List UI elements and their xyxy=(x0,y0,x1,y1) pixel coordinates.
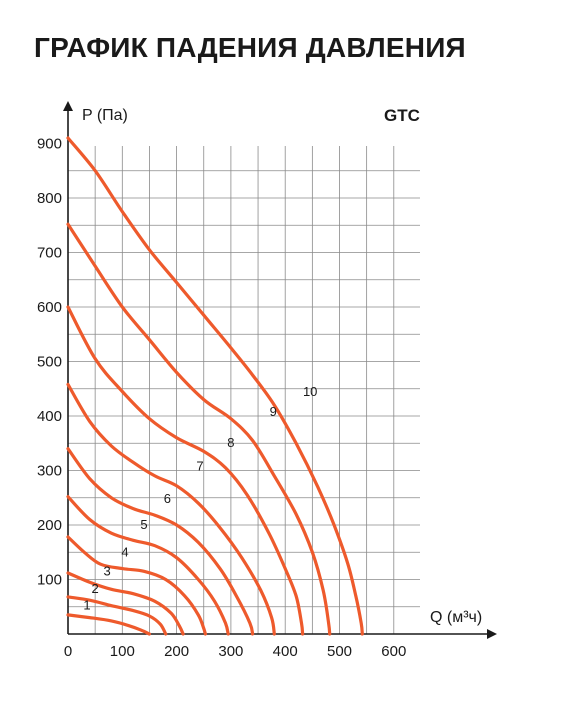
curve-5 xyxy=(66,495,230,636)
y-tick-label: 800 xyxy=(37,190,62,207)
y-tick-label: 600 xyxy=(37,299,62,316)
curve-3 xyxy=(66,571,185,636)
curve-2 xyxy=(66,595,168,636)
y-tick-label: 300 xyxy=(37,463,62,480)
curve-10 xyxy=(66,136,364,636)
curve-label-10: 10 xyxy=(303,384,317,399)
tick-labels: 0 100 200 300 400 500 600 100 200 300 400 500 600 700… xyxy=(37,136,406,661)
y-tick-label: 700 xyxy=(37,245,62,262)
y-axis-label: P (Па) xyxy=(82,107,128,124)
x-axis-label: Q (м³ч) xyxy=(430,609,482,626)
curves xyxy=(66,136,364,636)
model-name: GTC xyxy=(384,106,420,125)
y-tick-label: 100 xyxy=(37,572,62,589)
y-tick-label: 900 xyxy=(37,136,62,153)
y-tick-label: 400 xyxy=(37,408,62,425)
x-tick-label: 500 xyxy=(327,643,352,660)
curve-label-6: 6 xyxy=(164,491,171,506)
y-tick-label: 500 xyxy=(37,354,62,371)
curve-label-8: 8 xyxy=(227,435,234,450)
curve-label-9: 9 xyxy=(270,404,277,419)
curve-label-4: 4 xyxy=(121,545,128,560)
curve-label-1: 1 xyxy=(83,597,90,612)
curve-9 xyxy=(66,222,332,636)
x-axis-arrow xyxy=(487,629,497,639)
y-axis-arrow xyxy=(63,101,73,111)
x-tick-label: 600 xyxy=(381,643,406,660)
curve-8 xyxy=(66,305,305,636)
x-tick-label: 100 xyxy=(110,643,135,660)
curve-1 xyxy=(66,613,151,636)
curve-label-2: 2 xyxy=(92,581,99,596)
x-tick-label: 200 xyxy=(164,643,189,660)
curve-7 xyxy=(66,382,276,636)
y-tick-label: 200 xyxy=(37,517,62,534)
curve-label-3: 3 xyxy=(103,564,110,579)
curve-6 xyxy=(66,447,255,636)
curve-4 xyxy=(66,535,207,636)
curve-label-5: 5 xyxy=(140,517,147,532)
axes xyxy=(63,101,497,639)
x-tick-label: 0 xyxy=(64,643,72,660)
curve-label-7: 7 xyxy=(196,459,203,474)
page-title: ГРАФИК ПАДЕНИЯ ДАВЛЕНИЯ xyxy=(34,32,466,63)
x-tick-label: 300 xyxy=(218,643,243,660)
x-tick-label: 400 xyxy=(273,643,298,660)
